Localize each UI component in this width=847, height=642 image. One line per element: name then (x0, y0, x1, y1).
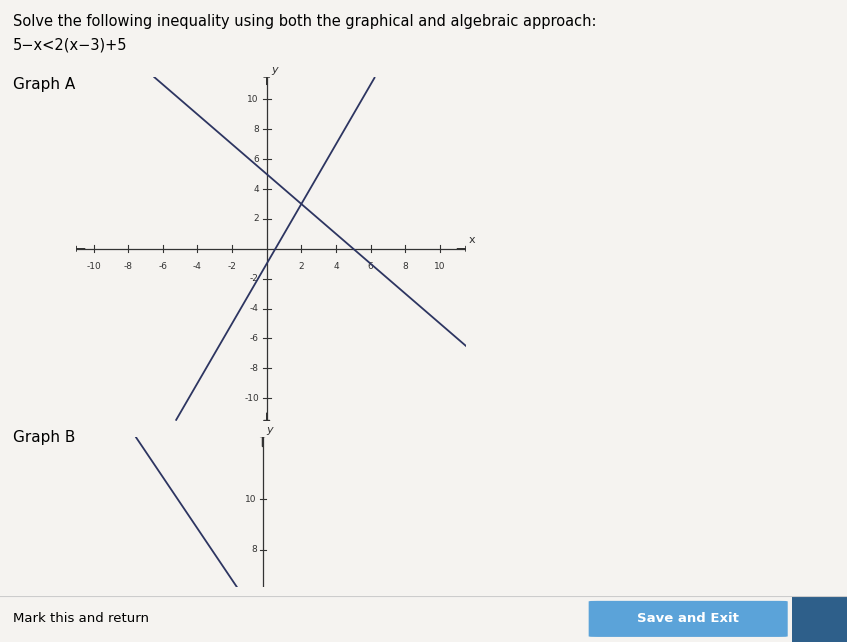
FancyArrow shape (457, 246, 473, 252)
Text: y: y (266, 425, 273, 435)
Text: 6: 6 (368, 262, 374, 271)
Text: -10: -10 (244, 394, 259, 403)
Text: Save and Exit: Save and Exit (637, 612, 739, 625)
Text: -6: -6 (158, 262, 168, 271)
Text: x: x (468, 235, 475, 245)
Text: -4: -4 (250, 304, 259, 313)
Text: Solve the following inequality using both the graphical and algebraic approach:: Solve the following inequality using bot… (13, 14, 596, 29)
FancyBboxPatch shape (589, 601, 788, 637)
Text: -8: -8 (124, 262, 133, 271)
Text: 2: 2 (253, 214, 259, 223)
Text: 2: 2 (298, 262, 304, 271)
Text: 4: 4 (253, 184, 259, 193)
Text: 5−x<2(x−3)+5: 5−x<2(x−3)+5 (13, 37, 127, 52)
Text: -2: -2 (228, 262, 236, 271)
FancyArrow shape (69, 246, 85, 252)
Text: y: y (271, 65, 278, 75)
Text: -8: -8 (250, 364, 259, 373)
Text: 8: 8 (253, 125, 259, 134)
Bar (792, 596, 847, 642)
FancyArrow shape (263, 413, 269, 426)
Text: -10: -10 (86, 262, 101, 271)
Text: 10: 10 (245, 495, 257, 504)
Text: 6: 6 (253, 155, 259, 164)
Text: -4: -4 (193, 262, 202, 271)
Text: 8: 8 (251, 545, 257, 554)
Text: Graph A: Graph A (13, 77, 75, 92)
FancyArrow shape (260, 428, 265, 447)
Text: 8: 8 (402, 262, 408, 271)
Text: 10: 10 (435, 262, 446, 271)
Text: 4: 4 (333, 262, 339, 271)
Text: Graph B: Graph B (13, 430, 75, 445)
Text: -6: -6 (250, 334, 259, 343)
Text: Mark this and return: Mark this and return (13, 612, 149, 625)
Text: 10: 10 (247, 95, 259, 104)
FancyArrow shape (263, 71, 269, 85)
Text: -2: -2 (250, 274, 259, 283)
